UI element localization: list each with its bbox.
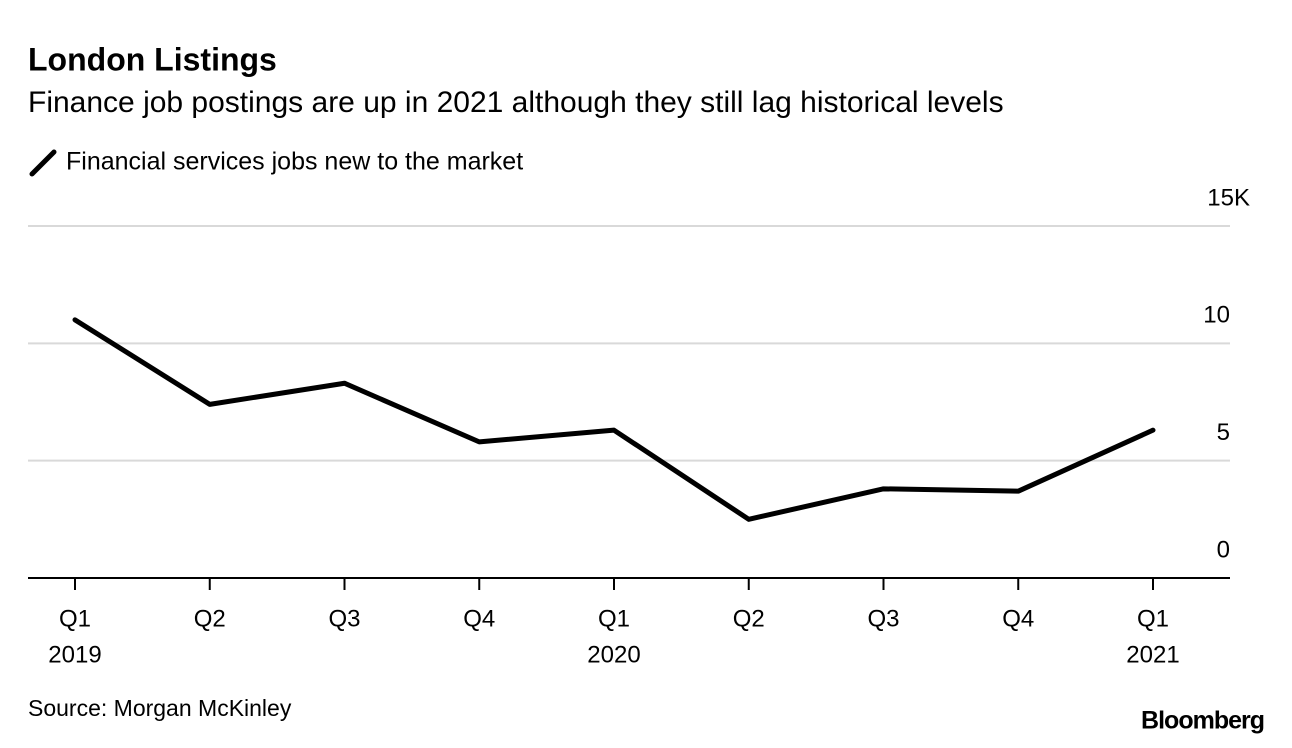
x-tick-label: Q3 [867, 605, 899, 632]
y-tick-label: 10 [1203, 302, 1230, 329]
data-line [72, 317, 1156, 522]
x-tick-label: Q4 [463, 605, 495, 632]
x-tick-label: Q1 [598, 605, 630, 632]
chart-subtitle: Finance job postings are up in 2021 alth… [28, 86, 1004, 119]
x-tick-year: 2019 [48, 641, 101, 668]
x-tick-label: Q4 [1002, 605, 1034, 632]
y-tick-label: 0 [1217, 536, 1230, 563]
brand: Bloomberg [1141, 707, 1264, 735]
x-tick-label: Q1 [59, 605, 91, 632]
x-tick-label: Q1 [1137, 605, 1169, 632]
x-tick-label: Q3 [328, 605, 360, 632]
source: Source: Morgan McKinley [28, 695, 292, 721]
legend-swatch [29, 149, 57, 177]
legend-label: Financial services jobs new to the marke… [66, 148, 523, 176]
chart-title: London Listings [28, 41, 277, 77]
x-tick-year: 2021 [1126, 641, 1179, 668]
y-tick-label: 5 [1217, 419, 1230, 446]
y-tick-label: 15K [1207, 184, 1250, 211]
x-tick-label: Q2 [194, 605, 226, 632]
x-tick-label: Q2 [733, 605, 765, 632]
x-tick-year: 2020 [587, 641, 640, 668]
